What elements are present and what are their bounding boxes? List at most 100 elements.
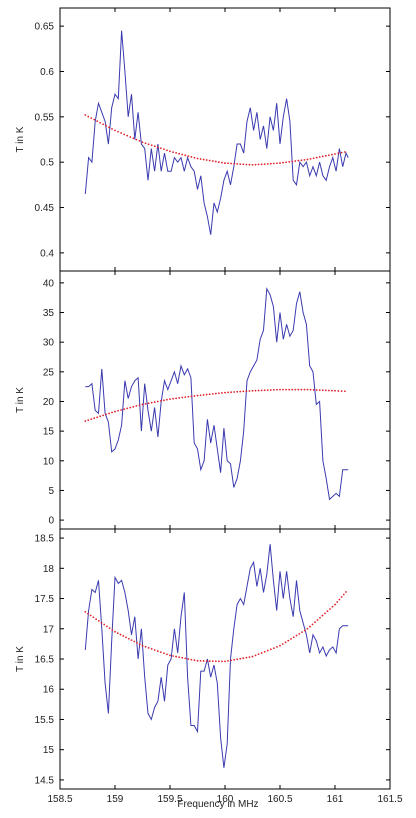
- fit-series-dot-middle: [312, 388, 315, 391]
- fit-series-dot-top: [300, 159, 303, 162]
- fit-series-dot-bottom: [214, 660, 217, 663]
- fit-series-dot-top: [282, 161, 284, 164]
- fit-series-dot-bottom: [150, 648, 153, 650]
- fit-series-dot-middle: [288, 388, 291, 391]
- fit-series-dot-bottom: [342, 593, 345, 596]
- fit-series-dot-middle: [120, 409, 123, 411]
- x-tick-label-bottom: 161.5: [377, 794, 402, 805]
- fit-series-dot-bottom: [331, 605, 334, 608]
- fit-series-dot-middle: [227, 391, 229, 394]
- fit-series-dot-middle: [315, 389, 318, 391]
- fit-series-dot-middle: [93, 417, 96, 420]
- x-axis-label: Frequency in MHz: [177, 799, 258, 810]
- fit-series-dot-top: [126, 134, 129, 137]
- fit-series-dot-bottom: [303, 629, 306, 632]
- fit-series-dot-middle: [285, 388, 288, 391]
- fit-series-dot-bottom: [287, 639, 290, 642]
- fit-series-dot-bottom: [321, 614, 324, 617]
- fit-series-dot-bottom: [227, 659, 229, 662]
- fit-series-dot-bottom: [272, 647, 275, 650]
- fit-series-dot-top: [93, 118, 96, 121]
- fit-series-dot-middle: [129, 406, 132, 409]
- fit-series-dot-middle: [303, 388, 306, 391]
- fit-series-dot-bottom: [336, 601, 339, 603]
- fit-series-dot-top: [269, 162, 272, 165]
- fit-series-dot-middle: [327, 389, 330, 392]
- fit-series-dot-bottom: [236, 658, 239, 661]
- fit-series-dot-top: [248, 163, 251, 166]
- fit-series-dot-bottom: [276, 646, 278, 648]
- fit-series-dot-bottom: [338, 598, 341, 601]
- fit-series-dot-middle: [251, 389, 254, 392]
- x-tick-label-bottom: 160.5: [267, 794, 292, 805]
- fit-series-dot-bottom: [187, 658, 190, 660]
- fit-series-dot-middle: [135, 405, 138, 407]
- fit-series-dot-top: [132, 137, 135, 140]
- fit-series-dot-middle: [242, 390, 245, 393]
- fit-series-dot-bottom: [184, 657, 187, 660]
- fit-series-dot-bottom: [166, 653, 168, 656]
- fit-series-dot-top: [230, 162, 233, 165]
- panel-bottom: 14.5 15 15.5 16 16.5 17 17.5 18 18.5 158.5 159 159.…: [15, 528, 403, 805]
- fit-series-dot-top: [190, 156, 193, 158]
- fit-series-dot-middle: [181, 396, 184, 399]
- fit-series-dot-bottom: [324, 612, 326, 615]
- fit-series-dot-middle: [166, 398, 168, 401]
- fit-series-dot-bottom: [233, 658, 236, 661]
- fit-series-dot-top: [156, 146, 159, 149]
- fit-series-dot-bottom: [345, 591, 347, 593]
- fit-series-dot-bottom: [106, 625, 108, 628]
- fit-series-dot-bottom: [248, 656, 251, 659]
- fit-series-dot-top: [334, 153, 336, 155]
- fit-series-dot-bottom: [257, 653, 260, 656]
- fit-series-dot-top: [196, 157, 199, 160]
- fit-series-dot-bottom: [130, 639, 133, 642]
- fit-series-dot-top: [279, 162, 281, 164]
- fit-series-dot-top: [309, 157, 312, 160]
- y-tick-label-bottom: 14.5: [35, 775, 55, 786]
- fit-series-dot-top: [233, 162, 236, 165]
- fit-series-dot-top: [288, 160, 291, 163]
- measured-series-line-middle: [85, 287, 349, 501]
- fit-series-dot-top: [344, 151, 346, 153]
- fit-series-dot-middle: [202, 393, 205, 396]
- fit-series-dot-top: [254, 163, 257, 166]
- fit-series-dot-middle: [87, 419, 90, 422]
- panel-middle: 0 5 10 15 20 25 30 35 40 T in K: [15, 270, 391, 530]
- y-tick-label-middle: 0: [48, 516, 54, 527]
- fit-series-dot-top: [162, 148, 165, 151]
- fit-series-dot-bottom: [279, 644, 281, 647]
- fit-series-dot-middle: [138, 404, 141, 407]
- fit-series-dot-top: [114, 129, 116, 132]
- fit-series-dot-middle: [175, 397, 178, 400]
- fit-series-dot-top: [205, 159, 208, 161]
- fit-series-dot-middle: [297, 388, 300, 391]
- fit-series-dot-bottom: [208, 660, 211, 662]
- fit-series-dot-bottom: [178, 656, 181, 659]
- fit-series-dot-middle: [276, 388, 278, 391]
- fit-series-dot-bottom: [340, 596, 343, 598]
- fit-series-dot-bottom: [334, 603, 336, 606]
- fit-series-dot-top: [242, 163, 245, 166]
- fit-series-dot-middle: [190, 395, 193, 398]
- fit-series-dot-top: [331, 153, 333, 156]
- fit-series-dot-top: [172, 151, 174, 154]
- fit-series-dot-top: [315, 156, 318, 159]
- plot-frame-top: [59, 7, 391, 272]
- fit-series-dot-middle: [306, 388, 309, 391]
- fit-series-dot-middle: [150, 401, 153, 404]
- fit-series-dot-bottom: [100, 621, 103, 624]
- fit-series-dot-middle: [269, 389, 272, 391]
- fit-series-dot-middle: [199, 394, 202, 397]
- fit-series-dot-bottom: [159, 651, 162, 654]
- y-tick-label-top: 0.55: [35, 112, 55, 123]
- fit-series-dot-middle: [266, 389, 269, 392]
- y-tick-label-top: 0.45: [35, 203, 55, 214]
- fit-series-dot-top: [141, 141, 144, 144]
- fit-series-dot-top: [147, 143, 150, 146]
- fit-series-dot-top: [236, 162, 239, 165]
- y-tick-label-middle: 40: [43, 278, 55, 289]
- fit-series-dot-middle: [248, 390, 251, 392]
- x-tick-label-bottom: 159.5: [157, 794, 182, 805]
